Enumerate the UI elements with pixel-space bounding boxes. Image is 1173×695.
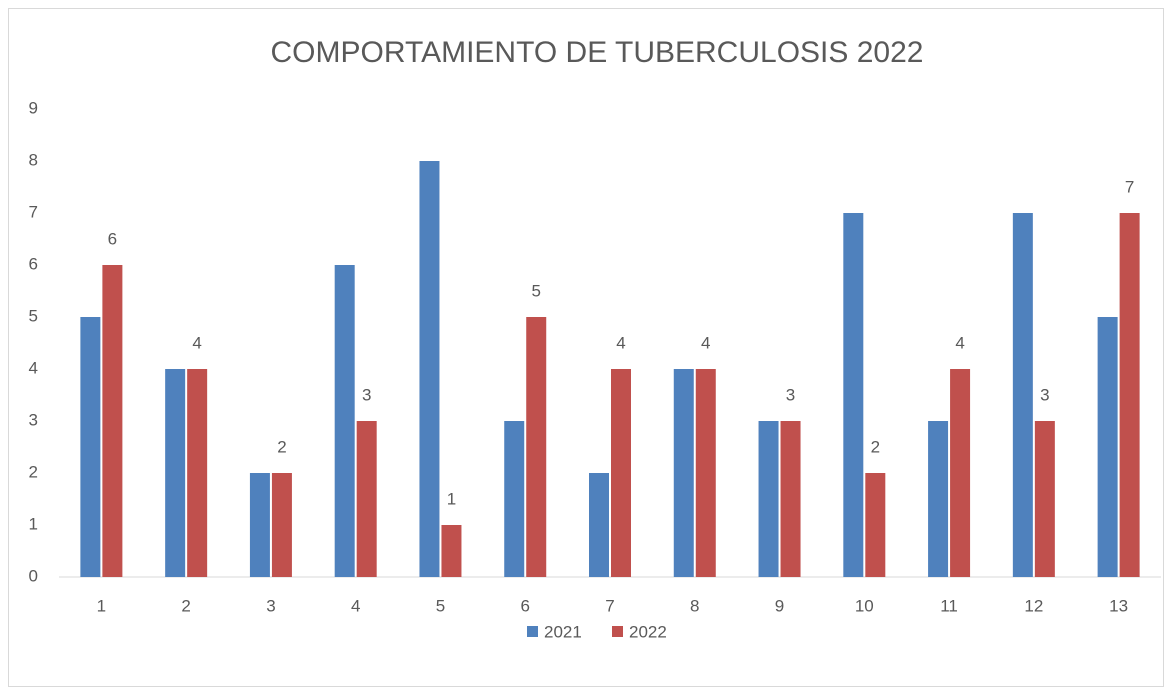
bar [1012,213,1033,577]
data-label: 4 [701,333,710,352]
x-tick-label: 7 [605,596,614,615]
data-label: 2 [277,437,286,456]
y-tick-label: 0 [29,566,38,585]
bar [1097,317,1118,577]
data-label: 2 [871,437,880,456]
bar [526,317,547,577]
legend-swatch [612,626,623,637]
bar [843,213,864,577]
bar [504,421,525,577]
y-tick-label: 3 [29,410,38,429]
chart-border [8,8,1164,687]
x-tick-label: 11 [940,596,958,615]
x-tick-label: 5 [436,596,445,615]
bar [356,421,377,577]
y-tick-label: 6 [29,254,38,273]
x-tick-label: 3 [266,596,275,615]
bar [695,369,716,577]
data-label: 4 [616,333,625,352]
data-label: 4 [955,333,964,352]
bar [865,473,886,577]
bar [80,317,101,577]
data-label: 1 [447,489,456,508]
bar [758,421,779,577]
data-label: 5 [531,281,540,300]
y-tick-label: 7 [29,202,38,221]
data-label: 3 [786,385,795,404]
y-tick-label: 1 [29,514,38,533]
chart-title: COMPORTAMIENTO DE TUBERCULOSIS 2022 [271,36,924,69]
bar [950,369,971,577]
bar [673,369,694,577]
bar [441,525,462,577]
bar [589,473,609,577]
bar [928,421,949,577]
x-tick-label: 9 [775,596,784,615]
bar [611,369,631,577]
bar [249,473,270,577]
y-tick-label: 8 [29,150,38,169]
bar [187,369,208,577]
x-tick-label: 8 [690,596,699,615]
x-tick-label: 4 [351,596,360,615]
data-label: 3 [362,385,371,404]
data-label: 6 [108,229,117,248]
data-label: 3 [1040,385,1049,404]
bar [1034,421,1055,577]
bar [165,369,186,577]
y-tick-label: 2 [29,462,38,481]
x-tick-label: 10 [855,596,874,615]
y-tick-label: 5 [29,306,38,325]
legend-label: 2021 [544,622,582,641]
bar [780,421,801,577]
bar [419,161,440,577]
y-tick-label: 9 [29,98,38,117]
legend-label: 2022 [629,622,667,641]
legend-swatch [527,626,538,637]
x-tick-label: 2 [181,596,190,615]
data-label: 4 [192,333,201,352]
x-tick-label: 1 [97,596,106,615]
bar [102,265,123,577]
bar [271,473,292,577]
x-tick-label: 13 [1109,596,1128,615]
x-tick-label: 6 [520,596,529,615]
data-label: 7 [1125,177,1134,196]
bar [1119,213,1140,577]
x-tick-label: 12 [1024,596,1043,615]
bar [334,265,355,577]
y-tick-label: 4 [29,358,38,377]
